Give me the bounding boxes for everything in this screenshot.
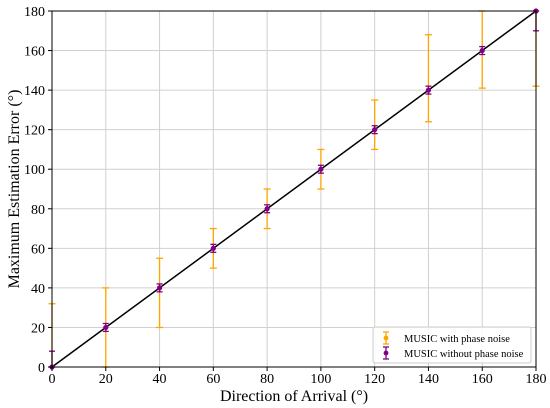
y-tick-label: 60	[31, 242, 45, 257]
x-tick-label: 140	[418, 372, 439, 387]
legend-item: MUSIC with phase noise	[383, 331, 510, 345]
legend-point	[383, 335, 389, 341]
legend-marker	[383, 346, 389, 360]
x-tick-label: 40	[153, 372, 167, 387]
y-axis-label: Maximum Estimation Error (°)	[6, 90, 23, 289]
legend-label: MUSIC with phase noise	[404, 334, 510, 345]
x-tick-label: 100	[310, 372, 331, 387]
y-tick-label: 40	[31, 282, 45, 297]
y-tick-label: 20	[31, 321, 45, 336]
data-point	[318, 166, 324, 172]
data-point	[425, 87, 432, 93]
data-point	[103, 324, 109, 331]
legend-marker	[383, 331, 389, 345]
data-point	[372, 127, 378, 133]
legend-box	[372, 326, 532, 364]
x-tick-label: 0	[49, 372, 56, 387]
data-point	[264, 206, 270, 212]
x-tick-label: 60	[206, 372, 220, 387]
legend: MUSIC with phase noise MUSIC without pha…	[372, 326, 532, 364]
x-tick-label: 80	[260, 372, 274, 387]
y-tick-label: 80	[31, 203, 45, 218]
legend-label: MUSIC without phase noise	[404, 349, 524, 360]
y-tick-label: 140	[24, 84, 45, 99]
x-axis-label: Direction of Arrival (°)	[220, 388, 368, 405]
ticks: 0 20 40 60 80 100 120 140 160 180 0 20 40 60 80 100 120 1…	[24, 5, 547, 387]
data-point	[156, 285, 163, 291]
y-tick-label: 160	[24, 45, 45, 60]
x-tick-label: 180	[526, 372, 547, 387]
reference-line	[51, 10, 537, 368]
data-point	[210, 245, 216, 251]
y-tick-label: 120	[24, 124, 45, 139]
y-tick-label: 0	[38, 361, 45, 376]
data-point	[479, 47, 485, 54]
x-tick-label: 20	[99, 372, 113, 387]
y-tick-label: 100	[24, 163, 45, 178]
reference-line-group	[51, 10, 537, 368]
x-tick-label: 160	[472, 372, 493, 387]
plot-frame	[51, 10, 537, 368]
legend-point	[383, 350, 389, 356]
x-tick-label: 120	[364, 372, 385, 387]
y-tick-label: 180	[24, 5, 45, 20]
legend-item: MUSIC without phase noise	[383, 346, 524, 360]
